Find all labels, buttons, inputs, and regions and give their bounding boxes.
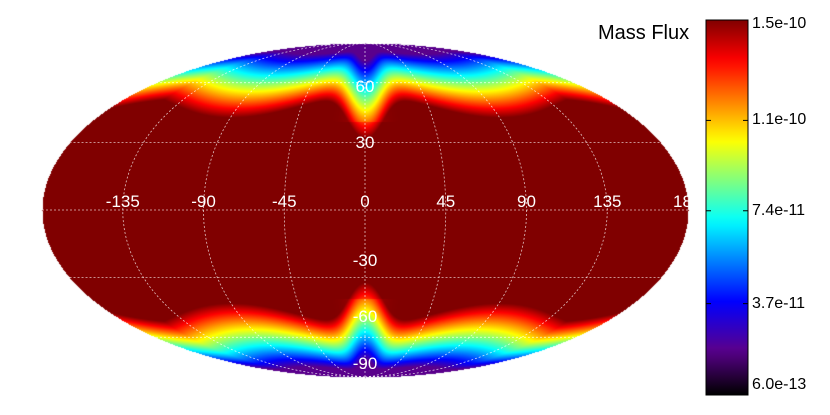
longitude-label: 45 — [436, 192, 455, 211]
longitude-label: 180 — [673, 192, 701, 211]
longitude-label: 135 — [593, 192, 621, 211]
colorbar-gradient — [705, 19, 749, 396]
latitude-label: -60 — [353, 307, 378, 326]
longitude-label: -135 — [106, 192, 140, 211]
latitude-label: 60 — [356, 77, 375, 96]
colorbar-tick-label: 6.0e-13 — [752, 376, 807, 393]
colorbar-tick-label: 7.4e-11 — [752, 201, 806, 219]
latitude-label: -30 — [353, 251, 378, 270]
colorbar-tick-label: 1.1e-10 — [752, 111, 807, 129]
latitude-label: 30 — [356, 133, 375, 152]
longitude-label: 90 — [517, 192, 536, 211]
colorbar-tick-label: 3.7e-11 — [752, 294, 806, 312]
longitude-label: -45 — [272, 192, 297, 211]
longitude-label: -90 — [191, 192, 216, 211]
graticule — [42, 42, 688, 378]
latitude-label: -90 — [353, 354, 378, 373]
longitude-label: 0 — [360, 192, 369, 211]
colorbar-tick-label: 1.5e-10 — [752, 15, 807, 32]
colorbar-title: Mass Flux — [598, 22, 690, 44]
